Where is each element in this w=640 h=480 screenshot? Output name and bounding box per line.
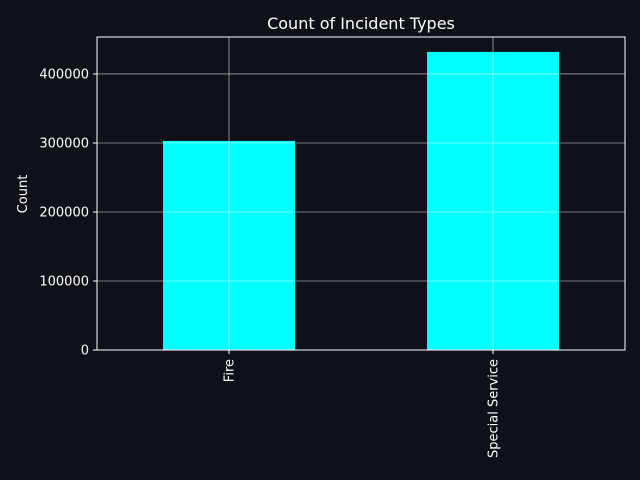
y-tick-label: 0 [81, 344, 89, 359]
y-tick-label: 300000 [39, 136, 89, 151]
x-tick-label: Fire [223, 359, 238, 382]
y-tick-label: 200000 [39, 205, 89, 220]
x-tick-label: Special Service [487, 359, 502, 458]
y-tick-label: 400000 [39, 67, 89, 82]
axes: 0 100000 200000 300000 400000 Fire Special Ser… [39, 36, 626, 458]
y-tick-label: 100000 [39, 274, 89, 289]
axes-frame [96, 36, 626, 351]
y-axis-label: Count [16, 175, 31, 214]
chart-title: Count of Incident Types [267, 14, 455, 33]
